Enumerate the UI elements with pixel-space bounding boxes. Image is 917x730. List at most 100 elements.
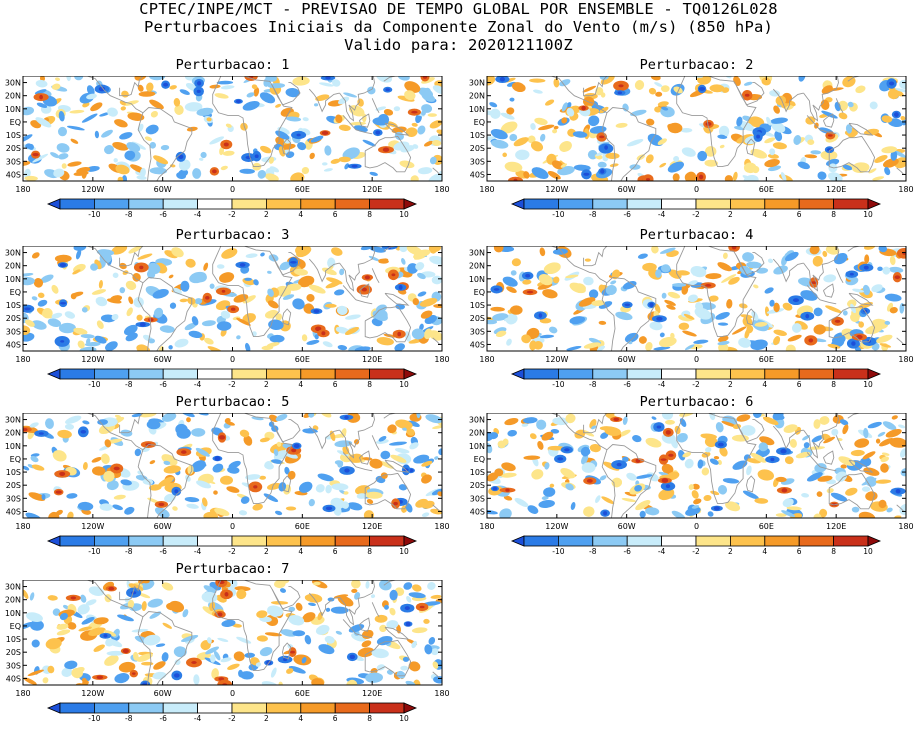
lon-tick-label: 180 — [15, 355, 30, 364]
lat-tick-label: 20N — [5, 92, 21, 101]
colorbar-low-arrow — [46, 535, 61, 547]
lon-tick-label: 120E — [362, 355, 382, 364]
valid-date: Valido para: 2020121100Z — [344, 36, 573, 54]
lat-tick-label: 10N — [5, 275, 21, 284]
colorbar-swatch — [558, 368, 594, 380]
lon-tick-label: 180 — [15, 522, 30, 531]
colorbar-low-arrow — [46, 368, 61, 380]
lat-tick-label: 30N — [469, 416, 485, 425]
lon-tick-label: 180 — [479, 185, 494, 194]
colorbar-swatch — [798, 198, 835, 210]
colorbar-tick-label: -2 — [228, 714, 236, 723]
colorbar-swatch — [128, 535, 164, 547]
colorbar-swatch — [764, 368, 800, 380]
colorbar-tick-label: 8 — [367, 547, 372, 556]
colorbar-high-arrow — [867, 198, 882, 210]
lon-tick-label: 60E — [295, 522, 310, 531]
colorbar-tick-label: -10 — [552, 547, 564, 556]
colorbar-tick-label: -4 — [658, 210, 666, 219]
colorbar-tick-label: -6 — [159, 547, 167, 556]
colorbar-tick-label: -8 — [589, 547, 597, 556]
lat-tick-label: 10S — [6, 635, 21, 644]
colorbar-high-arrow — [403, 535, 418, 547]
lon-tick-label: 0 — [694, 355, 699, 364]
colorbar: -10 -8 -6 -4 -2 2 4 6 8 10 — [46, 702, 418, 723]
colorbar-swatch — [626, 368, 662, 380]
colorbar-swatch — [729, 198, 766, 210]
colorbar-tick-label: -4 — [194, 210, 202, 219]
colorbar-swatch — [369, 198, 405, 210]
lon-tick-label: 120W — [545, 355, 568, 364]
lat-tick-label: 30N — [469, 249, 485, 258]
colorbar-tick-label: 10 — [399, 547, 409, 556]
colorbar-low-arrow — [510, 368, 525, 380]
lat-tick-label: 20N — [5, 262, 21, 271]
colorbar: -10 -8 -6 -4 -2 2 4 6 8 10 — [510, 198, 882, 219]
colorbar-swatch — [231, 535, 267, 547]
colorbar-tick-label: 6 — [333, 547, 338, 556]
lon-tick-label: 180 — [434, 689, 449, 698]
lat-tick-label: EQ — [10, 118, 21, 127]
colorbar-tick-label: -8 — [125, 210, 133, 219]
colorbar-swatch — [592, 535, 628, 547]
lat-tick-label: 20S — [6, 481, 21, 490]
colorbar-swatch — [162, 535, 198, 547]
colorbar-tick-label: -8 — [125, 714, 133, 723]
colorbar-swatch — [197, 535, 233, 547]
colorbar-tick-label: 2 — [728, 547, 733, 556]
colorbar-swatch — [764, 198, 800, 210]
lon-tick-label: 180 — [434, 522, 449, 531]
lon-tick-label: 60W — [154, 185, 172, 194]
colorbar-swatch — [729, 368, 766, 380]
colorbar: -10 -8 -6 -4 -2 2 4 6 8 10 — [510, 535, 882, 556]
colorbar-tick-label: 2 — [264, 380, 269, 389]
colorbar-tick-label: -10 — [88, 714, 100, 723]
colorbar-swatch — [626, 535, 662, 547]
colorbar-tick-label: -4 — [658, 380, 666, 389]
colorbar-tick-label: -6 — [159, 714, 167, 723]
colorbar-swatch — [369, 702, 405, 714]
lat-tick-label: 10N — [5, 442, 21, 451]
lon-tick-label: 60W — [618, 355, 636, 364]
colorbar-swatch — [59, 368, 95, 380]
colorbar-swatch — [300, 368, 336, 380]
colorbar-swatch — [231, 702, 267, 714]
lat-tick-label: 10S — [6, 131, 21, 140]
colorbar-low-arrow — [46, 702, 61, 714]
lon-tick-label: 60E — [759, 522, 774, 531]
colorbar-tick-label: 2 — [264, 547, 269, 556]
colorbar-tick-label: -2 — [228, 547, 236, 556]
colorbar-tick-label: -4 — [194, 380, 202, 389]
colorbar-swatch — [265, 535, 302, 547]
colorbar-swatch — [265, 368, 302, 380]
colorbar-swatch — [334, 368, 371, 380]
colorbar-swatch — [265, 702, 302, 714]
colorbar-swatch — [334, 198, 371, 210]
lon-tick-label: 60E — [295, 185, 310, 194]
lon-tick-label: 60W — [618, 522, 636, 531]
lat-tick-label: 20N — [469, 262, 485, 271]
lon-tick-label: 120E — [362, 185, 382, 194]
colorbar-tick-label: 6 — [333, 210, 338, 219]
lat-tick-label: 10N — [469, 275, 485, 284]
lon-tick-label: 180 — [898, 185, 913, 194]
lat-tick-label: 30N — [5, 79, 21, 88]
colorbar-swatch — [833, 535, 869, 547]
map-panel: 30N 20N 10N EQ 10S 20S 30S 40S 180 120W 60W 0 60E 120… — [5, 76, 450, 219]
colorbar-swatch — [59, 702, 95, 714]
colorbar-tick-label: 8 — [367, 714, 372, 723]
colorbar-tick-label: 10 — [863, 380, 873, 389]
colorbar-tick-label: 8 — [831, 547, 836, 556]
lat-tick-label: 20S — [470, 314, 485, 323]
lon-tick-label: 180 — [898, 355, 913, 364]
colorbar-swatch — [369, 535, 405, 547]
colorbar-swatch — [128, 702, 164, 714]
lat-tick-label: EQ — [10, 288, 21, 297]
lat-tick-label: 20S — [470, 144, 485, 153]
colorbar-tick-label: -10 — [88, 380, 100, 389]
colorbar-swatch — [128, 198, 164, 210]
lon-tick-label: 60E — [759, 185, 774, 194]
colorbar-tick-label: -2 — [692, 547, 700, 556]
lat-tick-label: EQ — [474, 455, 485, 464]
lon-tick-label: 0 — [694, 185, 699, 194]
